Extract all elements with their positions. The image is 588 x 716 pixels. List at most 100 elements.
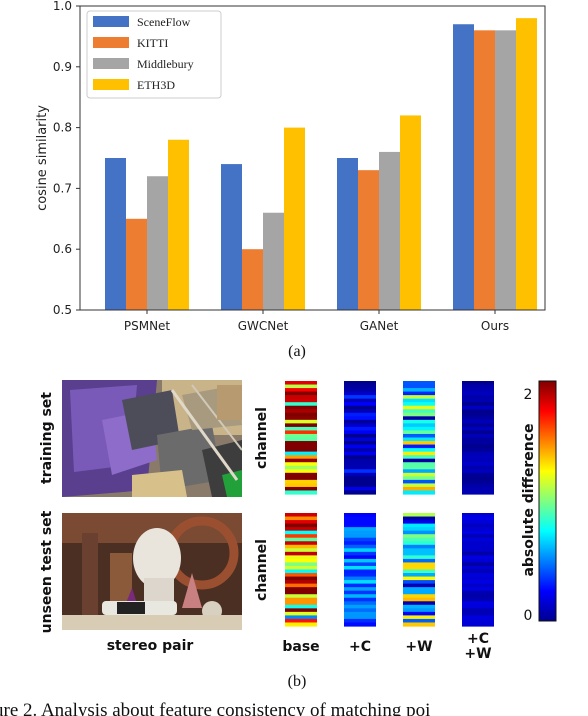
heatmap-cell — [462, 426, 494, 432]
heatmap-cell — [462, 395, 494, 400]
heatmap-cell — [403, 615, 435, 620]
heatmap-cell — [403, 558, 435, 564]
heatmap-column-label: base — [282, 639, 319, 655]
heatmap-cell — [462, 548, 494, 553]
heatmap-cell — [344, 426, 376, 432]
heatmap-cell — [344, 569, 376, 574]
heatmap-cell — [403, 437, 435, 442]
heatmap-cell — [403, 611, 435, 617]
bar-ours-sceneflow — [453, 24, 474, 311]
heatmap-cell — [403, 465, 435, 470]
heatmap-cell — [344, 583, 376, 588]
heatmap-cell — [344, 611, 376, 617]
heatmap-cell — [403, 405, 435, 410]
heatmap-cell — [462, 455, 494, 460]
heatmap-cell — [285, 520, 317, 525]
heatmap-cell — [285, 601, 317, 606]
heatmap-cell — [344, 513, 376, 518]
heatmap-cell — [462, 622, 494, 627]
heatmap-cell — [403, 580, 435, 585]
heatmap-cell — [403, 565, 435, 571]
test-image — [62, 513, 242, 630]
heatmap-cell — [344, 388, 376, 393]
heatmap-cell — [285, 580, 317, 585]
legend-swatch-eth3d — [93, 79, 129, 90]
heatmap-cell — [344, 597, 376, 602]
heatmap-cell — [285, 565, 317, 571]
heatmap-cell — [403, 562, 435, 567]
heatmap-cell — [462, 516, 494, 521]
training-image — [62, 380, 242, 497]
heatmap-cell — [285, 391, 317, 396]
heatmap-cell — [462, 615, 494, 620]
heatmap-cell — [344, 520, 376, 525]
heatmap-cell — [344, 490, 376, 495]
heatmap-cell — [462, 448, 494, 453]
bar-ganet-sceneflow — [337, 158, 358, 310]
row-label-training: training set — [39, 392, 55, 484]
heatmap-cell — [462, 391, 494, 396]
heatmap-cell — [285, 433, 317, 439]
colorbar-tick-max: 2 — [524, 387, 533, 403]
heatmap-cell — [403, 476, 435, 481]
heatmap-cell — [462, 388, 494, 393]
heatmap-cell — [462, 583, 494, 588]
heatmap-cell — [403, 483, 435, 488]
heatmap-cell — [344, 384, 376, 389]
heatmap-cell — [285, 419, 317, 424]
heatmap-cell — [285, 594, 317, 599]
heatmap-cell — [344, 541, 376, 546]
heatmap-cell — [462, 576, 494, 581]
heatmap-cell — [285, 618, 317, 624]
heatmap-cell — [344, 395, 376, 400]
heatmap-cell — [403, 594, 435, 599]
heatmap-cell — [285, 544, 317, 549]
heatmap-cell — [285, 576, 317, 581]
heatmap-cell — [285, 611, 317, 617]
heatmap-cell — [462, 587, 494, 592]
heatmap-cell — [344, 437, 376, 442]
row-label-test: unseen test set — [39, 510, 55, 633]
heatmap-cell — [403, 444, 435, 449]
legend-items: SceneFlow KITTI Middlebury ETH3D — [93, 15, 194, 92]
heatmap-cell — [462, 551, 494, 556]
heatmap-cell — [403, 523, 435, 528]
heatmap-cell — [285, 608, 317, 613]
heatmap-cell — [344, 590, 376, 595]
heatmap-cell — [462, 537, 494, 542]
heatmap-cell — [462, 594, 494, 599]
legend-swatch-sceneflow — [93, 16, 129, 27]
legend-label-sceneflow: SceneFlow — [137, 15, 191, 29]
heatmap-cell — [344, 576, 376, 581]
legend-label-eth3d: ETH3D — [137, 78, 175, 92]
heatmap-cell — [462, 534, 494, 539]
heatmap-cell — [285, 527, 317, 532]
bar-gwcnet-eth3d — [284, 127, 305, 310]
heatmap-cell — [285, 569, 317, 574]
bar-gwcnet-middlebury — [263, 212, 284, 310]
heatmap-cell — [344, 587, 376, 592]
heatmap-cell — [285, 551, 317, 556]
heatmap-cell — [285, 395, 317, 400]
heatmap-cell — [462, 569, 494, 574]
heatmap-cell — [285, 405, 317, 410]
heatmap-cell — [403, 384, 435, 389]
heatmap-cell — [344, 516, 376, 521]
heatmap-cell — [462, 409, 494, 414]
heatmap-cell — [285, 423, 317, 428]
heatmap-cell — [344, 555, 376, 560]
legend: SceneFlow KITTI Middlebury ETH3D — [86, 10, 222, 99]
heatmap-cell — [462, 441, 494, 446]
heatmap-cell — [403, 388, 435, 393]
heatmap-cell — [462, 419, 494, 424]
heatmap-cell — [462, 402, 494, 407]
heatmap-cell — [344, 530, 376, 535]
heatmap-cell — [344, 455, 376, 460]
legend-swatch-kitti — [93, 37, 129, 48]
heatmap-cell — [462, 555, 494, 560]
heatmap-cell — [285, 388, 317, 393]
heatmap-cell — [344, 615, 376, 620]
heatmap-cell — [403, 548, 435, 553]
x-tick-label: PSMNet — [124, 319, 171, 333]
heatmap-cell — [403, 416, 435, 421]
